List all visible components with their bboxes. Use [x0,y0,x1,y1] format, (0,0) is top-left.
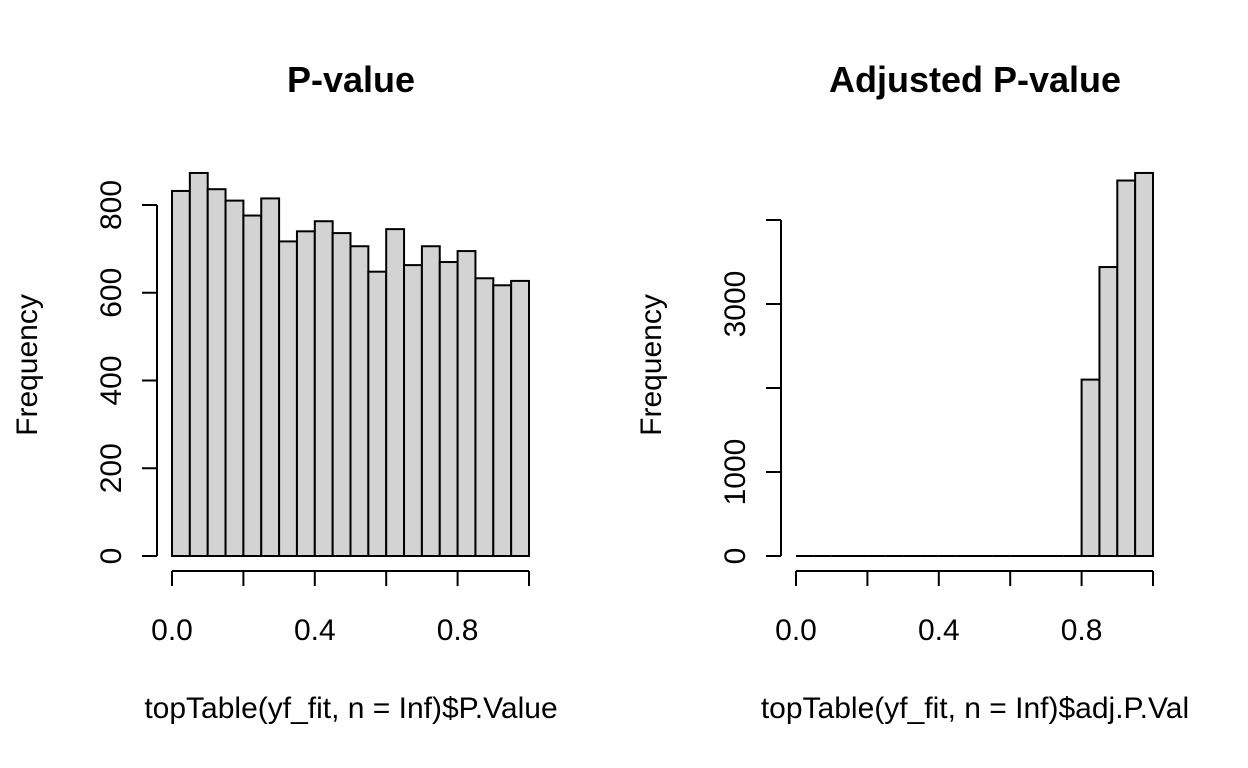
x-tick-label: 0.8 [437,614,479,647]
y-axis: 0 1000 3000 [719,219,782,565]
x-axis-label: topTable(yf_fit, n = Inf)$P.Value [144,692,557,725]
histogram-bar [438,261,459,557]
y-axis-label: Frequency [635,294,668,436]
y-tick-label: 800 [95,180,128,230]
bars [171,171,530,558]
histogram-bar [1134,171,1155,558]
x-axis-label: topTable(yf_fit, n = Inf)$adj.P.Val [761,692,1189,725]
panel-adjusted-pvalue: Adjusted P-value topTable(yf_fit, n = In… [635,59,1189,725]
y-tick-label: 1000 [719,439,752,506]
histogram-bar [456,250,477,557]
x-tick-label: 0.0 [151,614,193,647]
histogram-bar [367,270,388,557]
x-axis: 0.0 0.4 0.8 [151,570,530,647]
y-tick-label: 3000 [719,271,752,338]
histogram-bar [474,277,495,557]
histogram-bar [349,245,370,557]
histogram-bar [1080,378,1101,557]
histogram-bar [1098,266,1119,557]
bars [796,171,1155,558]
histogram-bar [403,264,423,557]
y-tick-label: 600 [95,268,128,318]
x-tick-label: 0.0 [775,614,817,647]
y-axis: 0 200 400 600 800 [95,180,158,565]
histogram-bar [188,171,209,557]
x-tick-label: 0.8 [1061,614,1103,647]
y-tick-label: 400 [95,355,128,405]
y-tick-label: 0 [95,548,128,565]
x-axis: 0.0 0.4 0.8 [775,570,1154,647]
histogram-bar [278,240,298,557]
histogram-bar [260,197,281,557]
histogram-bar [224,199,245,558]
histogram-bar [385,228,406,557]
panel-pvalue: P-value topTable(yf_fit, n = Inf)$P.Valu… [11,59,558,725]
y-tick-label: 0 [719,548,752,565]
histogram-bar [492,284,513,557]
histogram-bar [171,189,191,558]
histogram-bar [313,220,334,557]
chart-title: P-value [287,59,415,100]
y-tick-label: 200 [95,443,128,493]
histogram-bar [295,230,316,557]
x-tick-label: 0.4 [918,614,960,647]
histogram-bar [1116,179,1137,558]
chart-title: Adjusted P-value [829,59,1121,100]
histogram-bar [420,245,441,557]
histogram-bar [206,188,227,558]
histogram-bar [510,279,530,557]
histogram-bar [242,214,263,557]
histogram-bar [331,232,352,558]
y-axis-label: Frequency [11,294,44,436]
x-tick-label: 0.4 [294,614,336,647]
